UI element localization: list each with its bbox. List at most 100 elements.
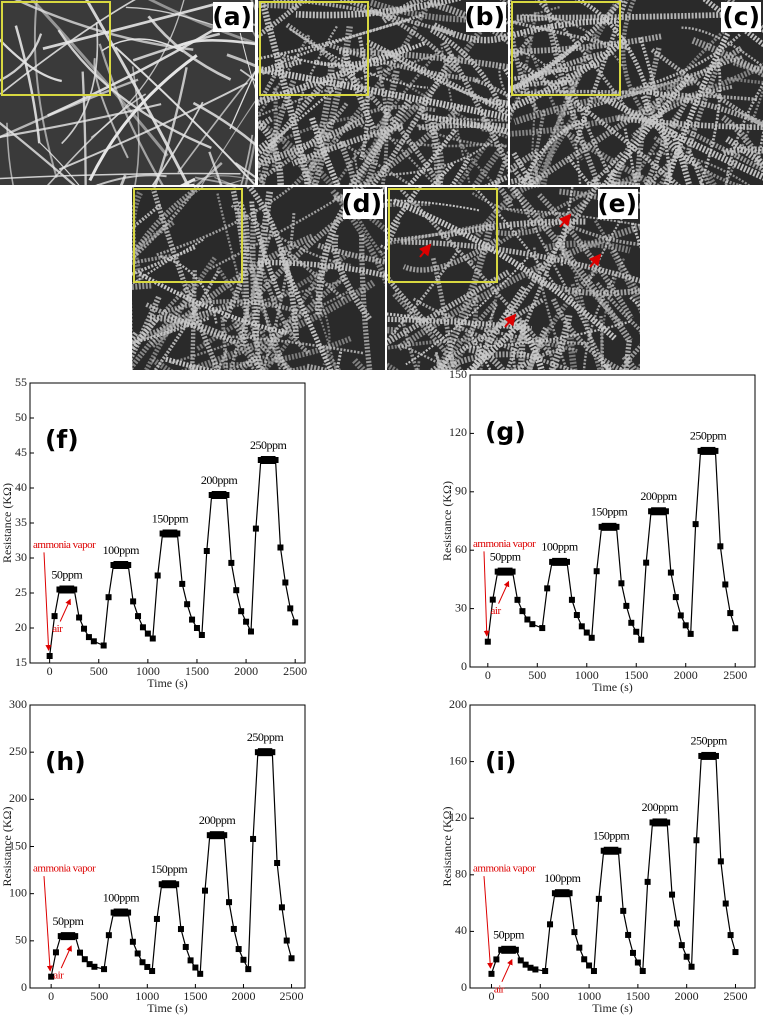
fiber <box>399 188 551 356</box>
plateau-bar <box>601 522 617 531</box>
fiber <box>88 54 198 182</box>
x-tick-label: 2000 <box>234 664 258 678</box>
data-point <box>673 920 680 927</box>
fiber <box>258 43 412 106</box>
fiber <box>629 296 640 309</box>
fiber <box>289 28 428 89</box>
x-tick-label: 500 <box>90 989 108 1003</box>
plateau-bar <box>59 585 75 594</box>
y-tick-label: 40 <box>15 480 27 494</box>
fiber <box>652 122 667 185</box>
data-point <box>233 587 240 594</box>
x-tick-label: 1500 <box>183 989 207 1003</box>
fiber <box>14 25 41 144</box>
sem-image <box>0 0 255 185</box>
fiber <box>250 208 263 370</box>
fiber <box>369 386 398 533</box>
fiber <box>57 29 212 149</box>
fiber <box>311 25 353 185</box>
y-tick-label: 100 <box>9 885 27 899</box>
fiber <box>387 337 578 353</box>
annotation-arrow <box>43 876 53 972</box>
fiber <box>114 46 255 185</box>
fiber <box>510 149 539 174</box>
data-point <box>125 562 132 568</box>
fiber <box>405 256 529 366</box>
concentration-label: 100ppm <box>103 543 141 557</box>
y-tick-label: 40 <box>455 923 467 937</box>
fiber <box>387 220 496 246</box>
fiber <box>268 265 331 352</box>
fiber <box>631 222 640 249</box>
data-point <box>203 548 210 554</box>
data-point <box>250 835 257 842</box>
data-point <box>278 904 285 911</box>
fiber <box>650 48 763 129</box>
data-point <box>129 938 136 945</box>
fiber <box>432 22 508 44</box>
data-point <box>539 625 546 632</box>
panel-label: (e) <box>597 189 637 218</box>
fiber <box>621 354 639 370</box>
annotation-arrow <box>60 945 72 969</box>
fiber <box>151 357 174 370</box>
concentration-label: 200ppm <box>201 473 239 487</box>
concentration-label: 150ppm <box>151 862 189 876</box>
fiber <box>621 0 644 111</box>
data-point <box>669 891 676 898</box>
fiber <box>618 343 640 370</box>
fiber <box>259 292 282 370</box>
plateau-bar <box>60 932 76 941</box>
fiber <box>177 38 255 48</box>
data-point <box>514 596 521 603</box>
fiber <box>529 74 538 181</box>
fiber <box>542 0 617 185</box>
annotation: ammonia vapor <box>473 538 536 550</box>
fiber <box>309 280 331 366</box>
inset-box <box>1 1 111 96</box>
fiber <box>271 375 437 459</box>
data-point <box>76 614 83 621</box>
fiber <box>285 22 442 185</box>
fiber <box>234 324 263 370</box>
fiber <box>177 70 255 174</box>
data-point <box>593 568 600 575</box>
fiber <box>379 380 620 402</box>
annotation: ammonia vapor <box>33 863 96 875</box>
fiber <box>357 36 370 161</box>
fiber <box>534 0 636 121</box>
y-tick-label: 80 <box>455 867 467 881</box>
fiber <box>520 89 758 102</box>
fiber <box>53 381 235 444</box>
data-point <box>590 968 597 975</box>
plot-frame <box>469 704 756 989</box>
fiber <box>532 247 569 370</box>
fiber <box>510 11 537 124</box>
fiber <box>586 151 624 185</box>
fiber <box>410 120 508 148</box>
fiber <box>85 0 190 185</box>
fiber <box>149 233 314 349</box>
fiber <box>392 198 617 341</box>
data-point <box>177 926 184 933</box>
fiber <box>421 113 508 135</box>
fiber <box>0 103 162 138</box>
data-point <box>588 634 595 641</box>
fiber <box>354 112 391 185</box>
fiber <box>195 162 223 185</box>
concentration-label: 200ppm <box>640 489 678 503</box>
data-point <box>489 596 496 603</box>
x-tick-label: 2000 <box>674 668 698 682</box>
fiber <box>495 199 588 237</box>
y-tick-label: 25 <box>15 585 27 599</box>
fiber <box>597 358 614 370</box>
data-point <box>717 543 724 550</box>
data-point <box>252 525 259 532</box>
fiber <box>559 220 640 247</box>
y-tick-label: 150 <box>9 838 27 852</box>
fiber <box>670 131 693 185</box>
fiber <box>132 295 162 362</box>
fiber <box>0 121 76 185</box>
panel-label: (g) <box>485 417 526 446</box>
fiber <box>258 79 297 185</box>
